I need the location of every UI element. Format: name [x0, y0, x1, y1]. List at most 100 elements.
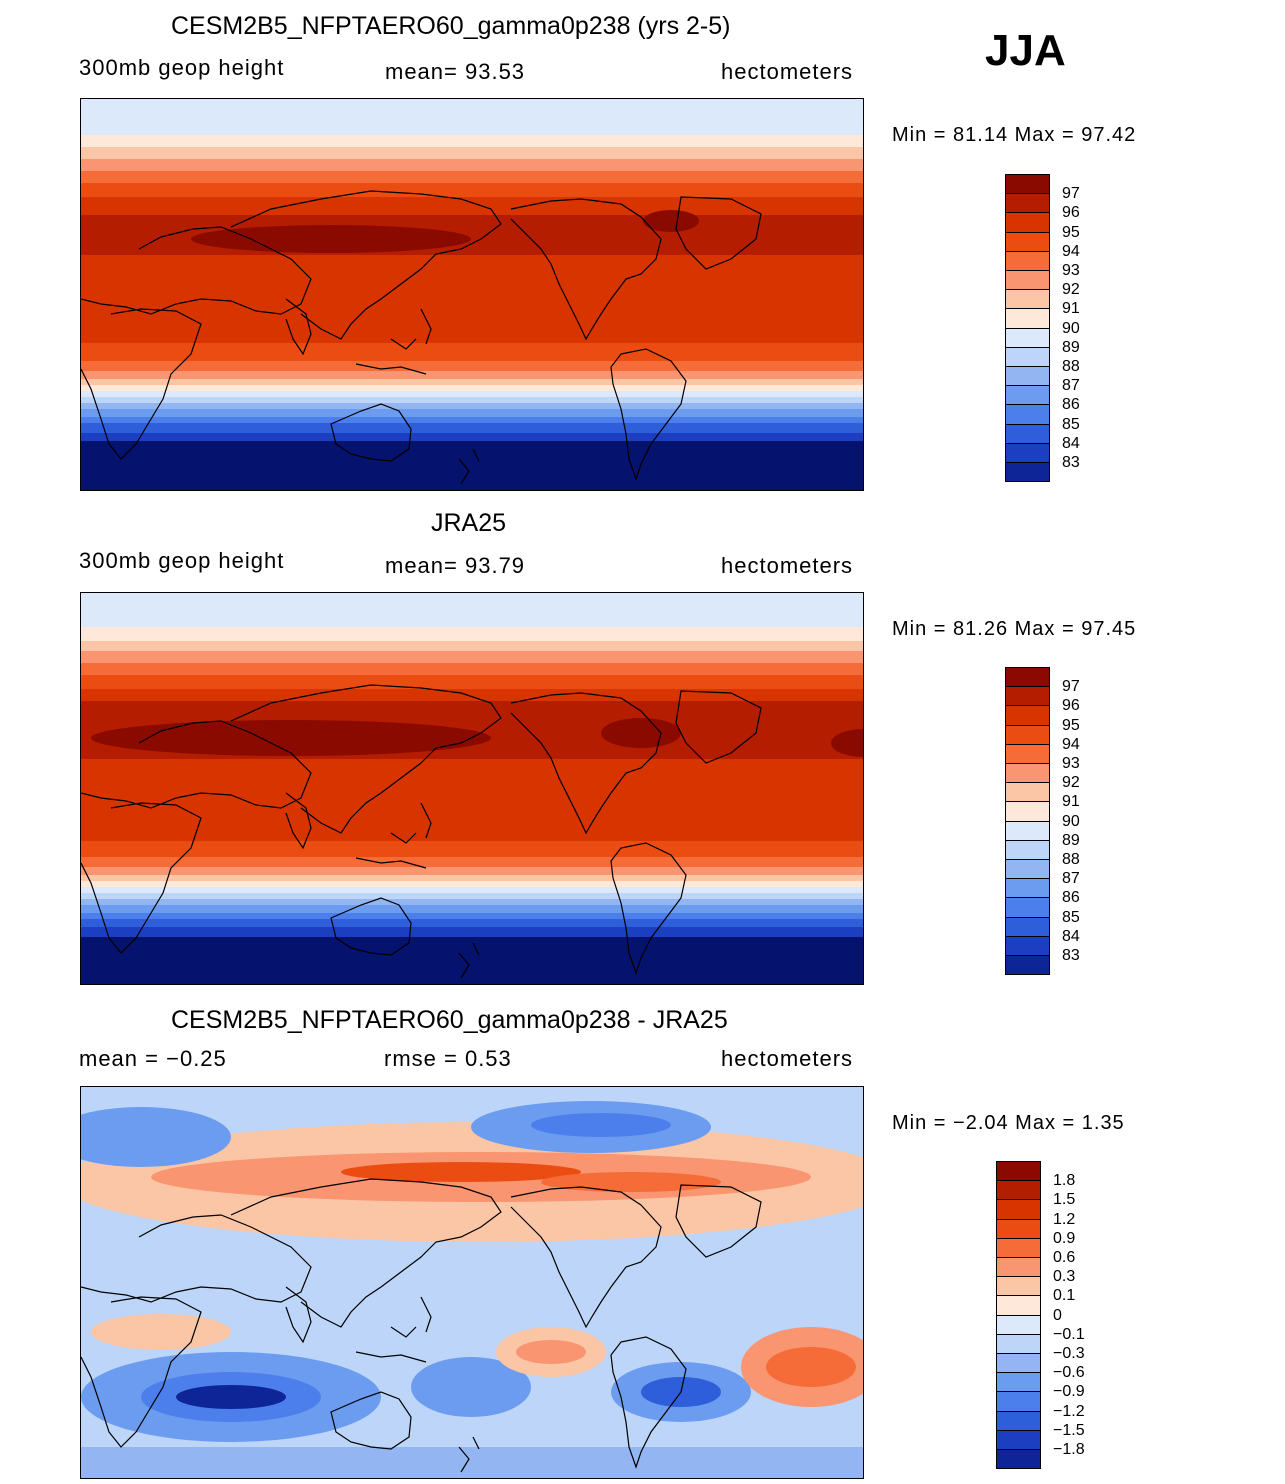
tibetan-high — [191, 225, 471, 253]
obs-band — [81, 593, 863, 596]
panel-1-colorbar-label: 96 — [1062, 204, 1080, 222]
model-band — [81, 221, 863, 224]
obs-band — [81, 859, 863, 862]
model-band — [81, 267, 863, 270]
season-label: JJA — [985, 26, 1066, 75]
model-band — [81, 115, 863, 118]
obs-band — [81, 903, 863, 906]
model-band — [81, 147, 863, 150]
model-band — [81, 311, 863, 314]
obs-band — [81, 841, 863, 844]
model-band — [81, 143, 863, 146]
model-band — [81, 171, 863, 174]
coastline — [81, 1296, 202, 1448]
obs-band — [81, 815, 863, 818]
panel-2-colorbar-box — [1005, 820, 1050, 841]
obs-band — [81, 615, 863, 618]
panel-2-colorbar-label: 89 — [1062, 831, 1080, 849]
model-band — [81, 297, 863, 300]
panel-1-colorbar-box — [1005, 193, 1050, 214]
model-band — [81, 419, 863, 422]
panel-3-colorbar-label: 1.2 — [1053, 1210, 1076, 1228]
model-band — [81, 403, 863, 406]
obs-band — [81, 949, 863, 952]
obs-band — [81, 877, 863, 880]
panel-2-colorbar-label: 86 — [1062, 889, 1080, 907]
model-band — [81, 391, 863, 394]
model-band — [81, 327, 863, 330]
panel-2-colorbar-label: 96 — [1062, 697, 1080, 715]
obs-band — [81, 945, 863, 948]
model-band — [81, 193, 863, 196]
model-band — [81, 107, 863, 110]
obs-band — [81, 607, 863, 610]
model-band — [81, 333, 863, 336]
obs-band — [81, 899, 863, 902]
panel-3-colorbar-box — [996, 1180, 1041, 1201]
panel-1-colorbar-box — [1005, 346, 1050, 367]
model-band — [81, 455, 863, 458]
model-band — [81, 427, 863, 430]
diff-negative-arctic — [531, 1113, 671, 1137]
obs-band — [81, 635, 863, 638]
panel-1-colorbar-label: 85 — [1062, 415, 1080, 433]
obs-band — [81, 887, 863, 890]
panel-1-colorbar-label: 83 — [1062, 454, 1080, 471]
panel-2-colorbar-label: 93 — [1062, 755, 1080, 772]
panel-2-colorbar-box — [1005, 743, 1050, 764]
obs-band — [81, 685, 863, 688]
model-band — [81, 431, 863, 434]
obs-band — [81, 955, 863, 958]
panel-3-colorbar-box — [996, 1372, 1041, 1393]
model-band — [81, 239, 863, 242]
obs-band — [81, 631, 863, 634]
model-band — [81, 249, 863, 252]
model-band — [81, 153, 863, 156]
obs-band — [81, 693, 863, 696]
panel-3-colorbar-box — [996, 1391, 1041, 1412]
model-band — [81, 377, 863, 380]
model-band — [81, 447, 863, 450]
coastline — [230, 190, 502, 340]
obs-band — [81, 647, 863, 650]
model-band — [81, 371, 863, 374]
model-band — [81, 185, 863, 188]
model-band — [81, 157, 863, 160]
obs-band — [81, 641, 863, 644]
model-band — [81, 275, 863, 278]
model-band — [81, 385, 863, 388]
obs-band — [81, 745, 863, 748]
model-band — [81, 121, 863, 124]
panel-2-colorbar-box — [1005, 724, 1050, 745]
panel-2-colorbar-box — [1005, 763, 1050, 784]
obs-band — [81, 729, 863, 732]
obs-band — [81, 779, 863, 782]
model-band — [81, 449, 863, 452]
obs-band — [81, 957, 863, 960]
model-band — [81, 331, 863, 334]
panel-1-colorbar-label: 93 — [1062, 262, 1080, 279]
model-band — [81, 231, 863, 234]
panel-2-colorbar-label: 92 — [1062, 774, 1080, 792]
model-band — [81, 357, 863, 360]
model-band — [81, 399, 863, 402]
model-band — [81, 337, 863, 340]
obs-band — [81, 595, 863, 598]
obs-band — [81, 951, 863, 954]
obs-band — [81, 925, 863, 928]
obs-band — [81, 961, 863, 964]
coastline — [458, 1436, 480, 1473]
model-band — [81, 283, 863, 286]
obs-band — [81, 703, 863, 706]
model-band — [81, 135, 863, 138]
panel-1-colorbar-box — [1005, 174, 1050, 195]
model-band — [81, 317, 863, 320]
coastline — [675, 1184, 762, 1258]
model-band — [81, 99, 863, 102]
obs-band — [81, 617, 863, 620]
obs-band — [81, 723, 863, 726]
panel-2-colorbar-label: 90 — [1062, 812, 1080, 830]
obs-band — [81, 909, 863, 912]
obs-band — [81, 907, 863, 910]
model-band — [81, 387, 863, 390]
